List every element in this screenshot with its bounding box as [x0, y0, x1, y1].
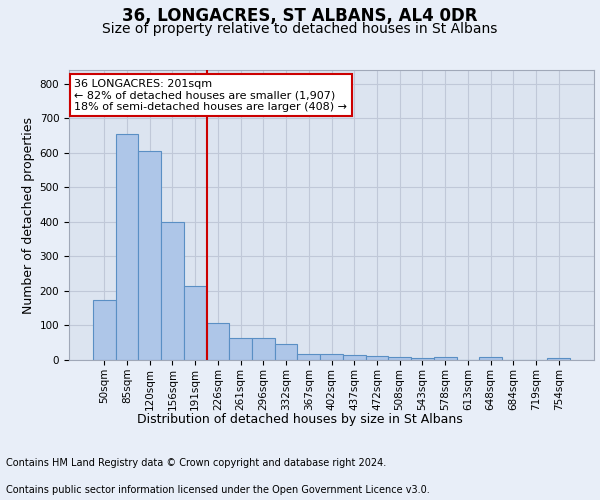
Text: Distribution of detached houses by size in St Albans: Distribution of detached houses by size … — [137, 412, 463, 426]
Bar — [252, 338, 275, 360]
Bar — [343, 355, 365, 360]
Bar — [93, 300, 116, 360]
Bar — [206, 323, 229, 360]
Bar — [161, 222, 184, 360]
Bar — [139, 151, 161, 360]
Bar — [479, 357, 502, 360]
Bar — [434, 357, 457, 360]
Bar — [229, 338, 252, 360]
Text: 36 LONGACRES: 201sqm
← 82% of detached houses are smaller (1,907)
18% of semi-de: 36 LONGACRES: 201sqm ← 82% of detached h… — [74, 78, 347, 112]
Bar — [298, 354, 320, 360]
Bar — [320, 354, 343, 360]
Text: 36, LONGACRES, ST ALBANS, AL4 0DR: 36, LONGACRES, ST ALBANS, AL4 0DR — [122, 8, 478, 26]
Bar — [184, 286, 206, 360]
Bar — [275, 344, 298, 360]
Y-axis label: Number of detached properties: Number of detached properties — [22, 116, 35, 314]
Bar — [411, 358, 434, 360]
Text: Size of property relative to detached houses in St Albans: Size of property relative to detached ho… — [103, 22, 497, 36]
Bar — [365, 356, 388, 360]
Bar — [547, 358, 570, 360]
Text: Contains HM Land Registry data © Crown copyright and database right 2024.: Contains HM Land Registry data © Crown c… — [6, 458, 386, 468]
Bar — [116, 134, 139, 360]
Bar — [388, 357, 411, 360]
Text: Contains public sector information licensed under the Open Government Licence v3: Contains public sector information licen… — [6, 485, 430, 495]
